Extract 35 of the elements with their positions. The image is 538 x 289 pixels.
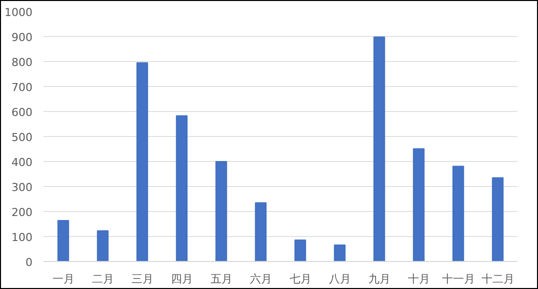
bar — [452, 166, 464, 262]
bar — [492, 177, 504, 262]
x-tick-label: 六月 — [250, 272, 272, 286]
y-tick-label: 300 — [12, 181, 33, 194]
x-tick-label: 七月 — [289, 272, 312, 286]
y-tick-label: 500 — [12, 131, 33, 144]
bar — [176, 115, 188, 262]
x-tick-label: 二月 — [92, 272, 114, 286]
y-tick-label: 0 — [26, 256, 32, 269]
bar — [254, 202, 267, 262]
y-tick-label: 800 — [12, 56, 33, 69]
x-tick-label: 三月 — [131, 272, 154, 286]
y-tick-label: 200 — [12, 206, 33, 219]
x-tick-label: 九月 — [368, 272, 390, 286]
bar — [215, 161, 228, 262]
y-tick-label: 900 — [12, 31, 33, 44]
x-tick-label: 一月 — [52, 272, 74, 286]
x-tick-label: 十月 — [408, 272, 430, 286]
x-tick-label: 四月 — [170, 272, 193, 286]
y-tick-label: 1000 — [4, 6, 33, 19]
bar — [334, 244, 346, 262]
y-tick-label: 100 — [12, 231, 33, 244]
x-tick-label: 十二月 — [481, 272, 514, 286]
y-tick-label: 700 — [12, 81, 33, 94]
y-tick-label: 400 — [12, 156, 33, 169]
bar — [294, 240, 306, 262]
x-tick-label: 五月 — [210, 272, 232, 286]
bar — [412, 148, 425, 262]
bar — [96, 230, 109, 262]
x-tick-label: 八月 — [328, 272, 351, 286]
bar — [57, 220, 70, 262]
x-tick-label: 十一月 — [442, 272, 475, 286]
y-tick-label: 600 — [12, 106, 33, 119]
bar — [373, 36, 386, 262]
bar — [136, 62, 148, 262]
